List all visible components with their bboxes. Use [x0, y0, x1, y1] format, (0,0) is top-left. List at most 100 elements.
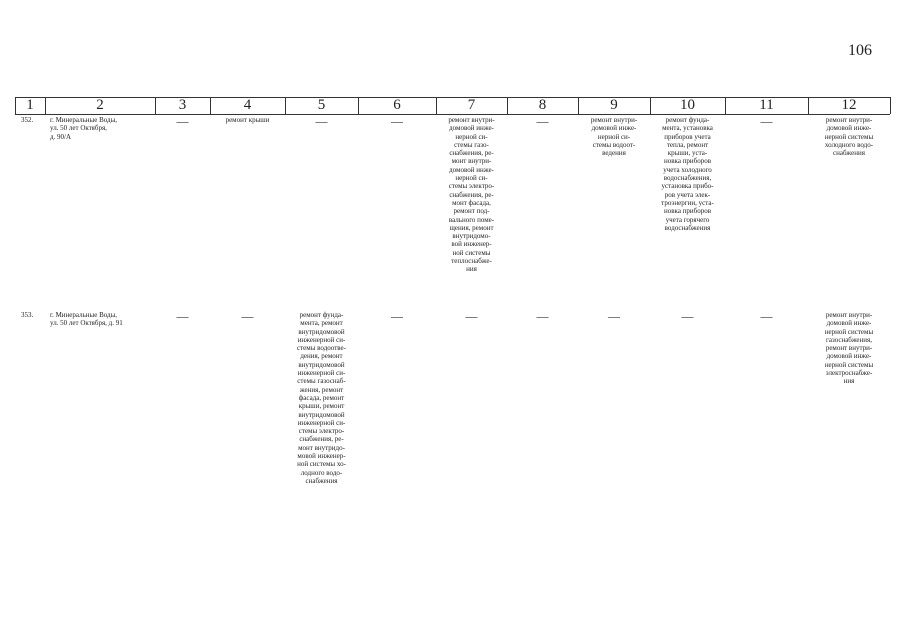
header-cell: 6	[393, 97, 401, 113]
cell-line: водоснабжения	[664, 223, 711, 232]
cell-line: 353.	[21, 311, 34, 319]
cell-line: снабжения	[833, 149, 865, 158]
header-cell: 2	[96, 97, 104, 113]
cell-line: инженерной си-	[297, 418, 346, 427]
cell-line: ремонт фунда-	[299, 311, 344, 319]
cell-line: —	[760, 309, 773, 323]
cell-line: учета горячего	[665, 215, 710, 224]
cell-line: —	[391, 309, 403, 323]
table-cell: —	[650, 309, 725, 323]
table-cell: 353.	[21, 311, 45, 319]
cell-line: нерной системы	[824, 327, 874, 336]
table-cell: ремонт крыши	[210, 116, 285, 124]
cell-line: нерной системы	[824, 360, 874, 369]
header-cell: 5	[317, 97, 326, 113]
header-cell: 8	[538, 97, 547, 113]
cell-line: новка приборов	[663, 157, 712, 166]
cell-line: нерной си-	[455, 174, 488, 183]
cell-line: ремонт внутри-	[825, 116, 873, 124]
cell-line: стемы водоот-	[592, 140, 636, 149]
header-cell: 10	[680, 97, 695, 113]
cell-line: ремонт внутри-	[448, 116, 495, 124]
cell-line: мента, ремонт	[300, 319, 343, 328]
page-number: 106	[848, 42, 872, 59]
cell-line: ведения	[602, 149, 626, 158]
table-cell: —	[507, 309, 578, 323]
cell-line: снабжения, ре-	[299, 435, 344, 444]
cell-line: —	[608, 309, 620, 323]
cell-line: приборов учета	[664, 132, 711, 141]
rule	[15, 114, 890, 115]
table-cell: —	[285, 115, 358, 127]
table-cell: —	[358, 309, 436, 323]
cell-line: нерной си-	[597, 132, 631, 141]
table-cell: —	[436, 309, 507, 323]
column-border	[15, 97, 16, 114]
cell-line: монт фасада,	[452, 198, 491, 207]
rule	[15, 97, 890, 98]
cell-line: троэнергии, уста-	[661, 198, 714, 207]
cell-line: стемы газоснаб-	[297, 377, 346, 386]
header-cell: 4	[243, 97, 252, 113]
cell-line: установка прибо-	[661, 182, 714, 191]
cell-line: внутридомо-	[452, 232, 491, 241]
cell-line: монт внутри-	[451, 157, 492, 166]
cell-line: ния	[466, 265, 477, 274]
table-cell: —	[155, 115, 210, 127]
cell-line: —	[536, 114, 549, 128]
header-cell: 7	[467, 97, 476, 113]
cell-line: домовой инже-	[449, 124, 494, 133]
cell-line: газоснабжения,	[825, 335, 873, 344]
cell-line: мовой инженер-	[297, 452, 346, 461]
cell-line: внутридомовой	[298, 410, 345, 419]
cell-line: нерной системы	[824, 132, 874, 141]
cell-line: крыши, ремонт	[298, 402, 345, 411]
cell-line: фасада, ремонт	[298, 393, 345, 402]
cell-line: —	[176, 309, 189, 323]
cell-line: новка приборов	[663, 207, 712, 216]
column-border	[155, 97, 156, 114]
cell-line: снабжения, ре-	[449, 190, 494, 199]
column-border	[436, 97, 437, 114]
column-border	[507, 97, 508, 114]
cell-line: —	[681, 309, 694, 323]
cell-line: вального поме-	[448, 215, 495, 224]
header-cell: 9	[610, 97, 618, 113]
cell-line: —	[536, 309, 549, 323]
column-border	[285, 97, 286, 114]
cell-line: стемы электро-	[298, 427, 345, 436]
table-cell: —	[725, 309, 808, 323]
table-cell: 352.	[21, 116, 45, 124]
cell-line: мента, установка	[662, 124, 713, 133]
cell-line: вой инженер-	[451, 240, 492, 249]
cell-line: 352.	[21, 116, 34, 124]
column-border	[650, 97, 651, 114]
cell-line: ул. 50 лет Октября,	[50, 124, 107, 133]
table-cell: —	[578, 309, 650, 323]
cell-line: домовой инже-	[826, 124, 872, 133]
cell-line: стемы электро-	[448, 182, 495, 191]
cell-line: ния	[843, 377, 855, 386]
cell-line: ремонт под-	[453, 207, 490, 216]
cell-line: —	[465, 309, 478, 323]
column-border	[578, 97, 579, 114]
cell-line: стемы водоотве-	[297, 344, 346, 353]
column-border	[45, 97, 46, 114]
cell-line: дения, ремонт	[300, 352, 343, 361]
cell-line: ул. 50 лет Октября, д. 91	[50, 319, 123, 328]
cell-line: инженерной си-	[297, 369, 346, 378]
cell-line: внутридомовой	[298, 360, 345, 369]
table-cell: г. Минеральные Воды, ул. 50 лет Октября, д…	[50, 116, 154, 141]
cell-line: ремонт внутри-	[825, 311, 873, 319]
cell-line: г. Минеральные Воды,	[50, 116, 118, 124]
cell-line: домовой инже-	[449, 165, 494, 174]
cell-line: ной системы	[452, 248, 491, 257]
table-cell: —	[358, 115, 436, 127]
header-cell: 12	[841, 97, 857, 113]
table-cell: —	[507, 114, 578, 128]
cell-line: внутридомовой	[298, 327, 345, 336]
column-border	[808, 97, 809, 114]
table-cell: ремонт фунда-мента, ремонт внутридомовой и…	[285, 311, 358, 485]
cell-line: инженерной си-	[297, 335, 346, 344]
